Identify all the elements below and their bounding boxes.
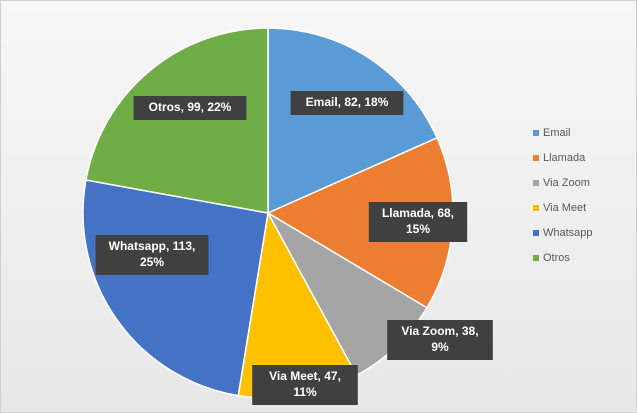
pie-slice xyxy=(82,179,269,397)
data-label: Whatsapp, 113, 25% xyxy=(95,235,209,275)
data-label-box xyxy=(368,202,468,242)
data-label: Llamada, 68, 15% xyxy=(368,202,468,242)
legend-swatch xyxy=(533,180,539,186)
legend-swatch xyxy=(533,255,539,261)
data-label-box xyxy=(290,91,404,115)
data-label-box xyxy=(95,235,209,275)
data-label: Via Zoom, 38, 9% xyxy=(387,320,493,360)
legend-swatch xyxy=(533,205,539,211)
data-label-text: Email, 82, 18% xyxy=(306,95,389,109)
legend-label: Otros xyxy=(543,252,570,264)
data-label-text: Whatsapp, 113, 25% xyxy=(109,239,196,269)
data-label: Email, 82, 18% xyxy=(290,91,404,115)
data-label-text: Via Meet, 47, 11% xyxy=(269,369,341,399)
data-label-text: Via Zoom, 38, 9% xyxy=(401,324,478,354)
legend-label: Whatsapp xyxy=(543,227,593,239)
data-label-box xyxy=(387,320,493,360)
pie-slice xyxy=(85,27,269,214)
data-label-box xyxy=(133,96,247,120)
legend-label: Email xyxy=(543,127,571,139)
legend-swatch xyxy=(533,130,539,136)
legend-swatch xyxy=(533,230,539,236)
legend-label: Via Zoom xyxy=(543,177,590,189)
pie-slice xyxy=(267,27,439,215)
data-label: Otros, 99, 22% xyxy=(133,96,247,120)
data-label: Via Meet, 47, 11% xyxy=(252,365,358,405)
legend-label: Llamada xyxy=(543,152,586,164)
data-label-text: Otros, 99, 22% xyxy=(149,100,232,114)
data-label-box xyxy=(252,365,358,405)
legend-label: Via Meet xyxy=(543,202,586,214)
legend-swatch xyxy=(533,155,539,161)
data-label-text: Llamada, 68, 15% xyxy=(382,206,454,236)
